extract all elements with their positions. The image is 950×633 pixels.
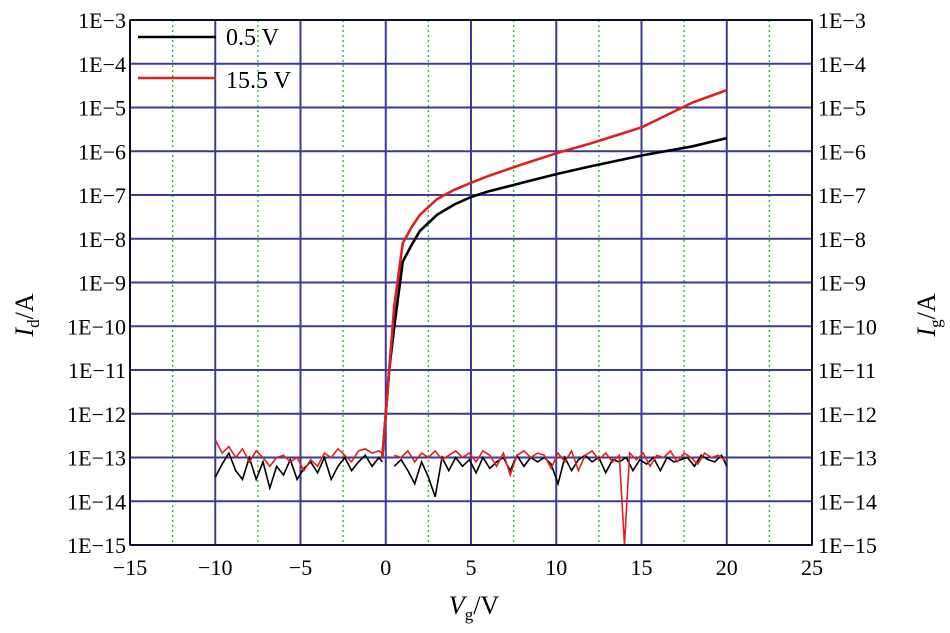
- y-tick-label-right: 1E−14: [818, 489, 877, 514]
- series-0-5v-leakage-positive: [393, 453, 728, 498]
- x-tick-labels: −15 −10 −5 0 5 10 15 20 25: [113, 555, 823, 580]
- x-axis-title-main: V: [449, 591, 468, 620]
- x-tick-label: 25: [801, 555, 823, 580]
- y-tick-label-right: 1E−5: [818, 96, 866, 121]
- y-tick-label-right: 1E−7: [818, 183, 866, 208]
- y-tick-label-left: 1E−11: [68, 358, 126, 383]
- x-tick-label: 0: [380, 555, 391, 580]
- x-tick-label: 20: [716, 555, 738, 580]
- y-axis-title-right-sub: g: [926, 319, 945, 328]
- y-tick-label-left: 1E−12: [67, 402, 126, 427]
- y-tick-label-right: 1E−9: [818, 271, 866, 296]
- y-tick-label-left: 1E−3: [78, 8, 126, 33]
- series-0-5v-transfer-curve: [381, 136, 728, 458]
- series-15-5v-leakage-positive: [394, 449, 728, 546]
- y-tick-label-left: 1E−14: [67, 489, 126, 514]
- grid: [129, 19, 813, 546]
- y-tick-label-right: 1E−8: [818, 227, 866, 252]
- y-tick-labels-left: 1E−3 1E−4 1E−5 1E−6 1E−7 1E−8 1E−9 1E−10 1E−11 1E…: [67, 8, 126, 558]
- y-tick-label-left: 1E−8: [78, 227, 126, 252]
- x-axis-title-sub: g: [465, 605, 474, 624]
- x-axis-title: Vg/V: [449, 591, 500, 624]
- legend-label-15-5v: 15.5 V: [226, 68, 292, 94]
- series-15-5v-leakage-negative: [214, 439, 383, 473]
- y-tick-labels-right: 1E−3 1E−4 1E−5 1E−6 1E−7 1E−8 1E−9 1E−10 1E−11 1E…: [818, 8, 877, 558]
- x-tick-label: −5: [289, 555, 312, 580]
- y-axis-title-left-main: I: [10, 327, 39, 338]
- y-tick-label-right: 1E−6: [818, 139, 866, 164]
- y-tick-label-left: 1E−15: [67, 533, 126, 558]
- legend: 0.5 V 15.5 V: [138, 25, 292, 94]
- y-tick-label-right: 1E−10: [818, 314, 877, 339]
- series-layer: [214, 88, 728, 546]
- y-tick-label-left: 1E−5: [78, 96, 126, 121]
- y-tick-label-left: 1E−7: [78, 183, 126, 208]
- y-tick-label-right: 1E−15: [818, 533, 877, 558]
- y-axis-title-left-unit: /A: [10, 293, 39, 319]
- y-axis-title-right: Ig/A: [912, 293, 945, 337]
- legend-label-0-5v: 0.5 V: [226, 25, 280, 51]
- y-axis-title-right-unit: /A: [912, 293, 941, 319]
- x-tick-label: 10: [545, 555, 567, 580]
- y-tick-label-left: 1E−10: [67, 314, 126, 339]
- x-axis-title-unit: /V: [473, 591, 499, 620]
- y-tick-label-left: 1E−9: [78, 271, 126, 296]
- y-tick-label-right: 1E−12: [818, 402, 877, 427]
- x-tick-label: −15: [113, 555, 147, 580]
- y-tick-label-right: 1E−13: [818, 446, 877, 471]
- series-0-5v-leakage-negative: [214, 451, 383, 492]
- y-tick-label-right: 1E−11: [818, 358, 876, 383]
- x-tick-label: 5: [466, 555, 477, 580]
- x-tick-label: 15: [631, 555, 653, 580]
- y-tick-label-left: 1E−6: [78, 139, 126, 164]
- plot-frame: [129, 19, 813, 546]
- series-15-5v-transfer-curve: [381, 88, 728, 458]
- y-tick-label-left: 1E−13: [67, 446, 126, 471]
- y-axis-title-right-main: I: [912, 327, 941, 338]
- x-tick-label: −10: [198, 555, 232, 580]
- y-tick-label-right: 1E−4: [818, 52, 866, 77]
- y-axis-title-left-sub: d: [24, 319, 43, 328]
- y-axis-title-left: Id/A: [10, 293, 43, 337]
- y-tick-label-left: 1E−4: [78, 52, 126, 77]
- y-tick-label-right: 1E−3: [818, 8, 866, 33]
